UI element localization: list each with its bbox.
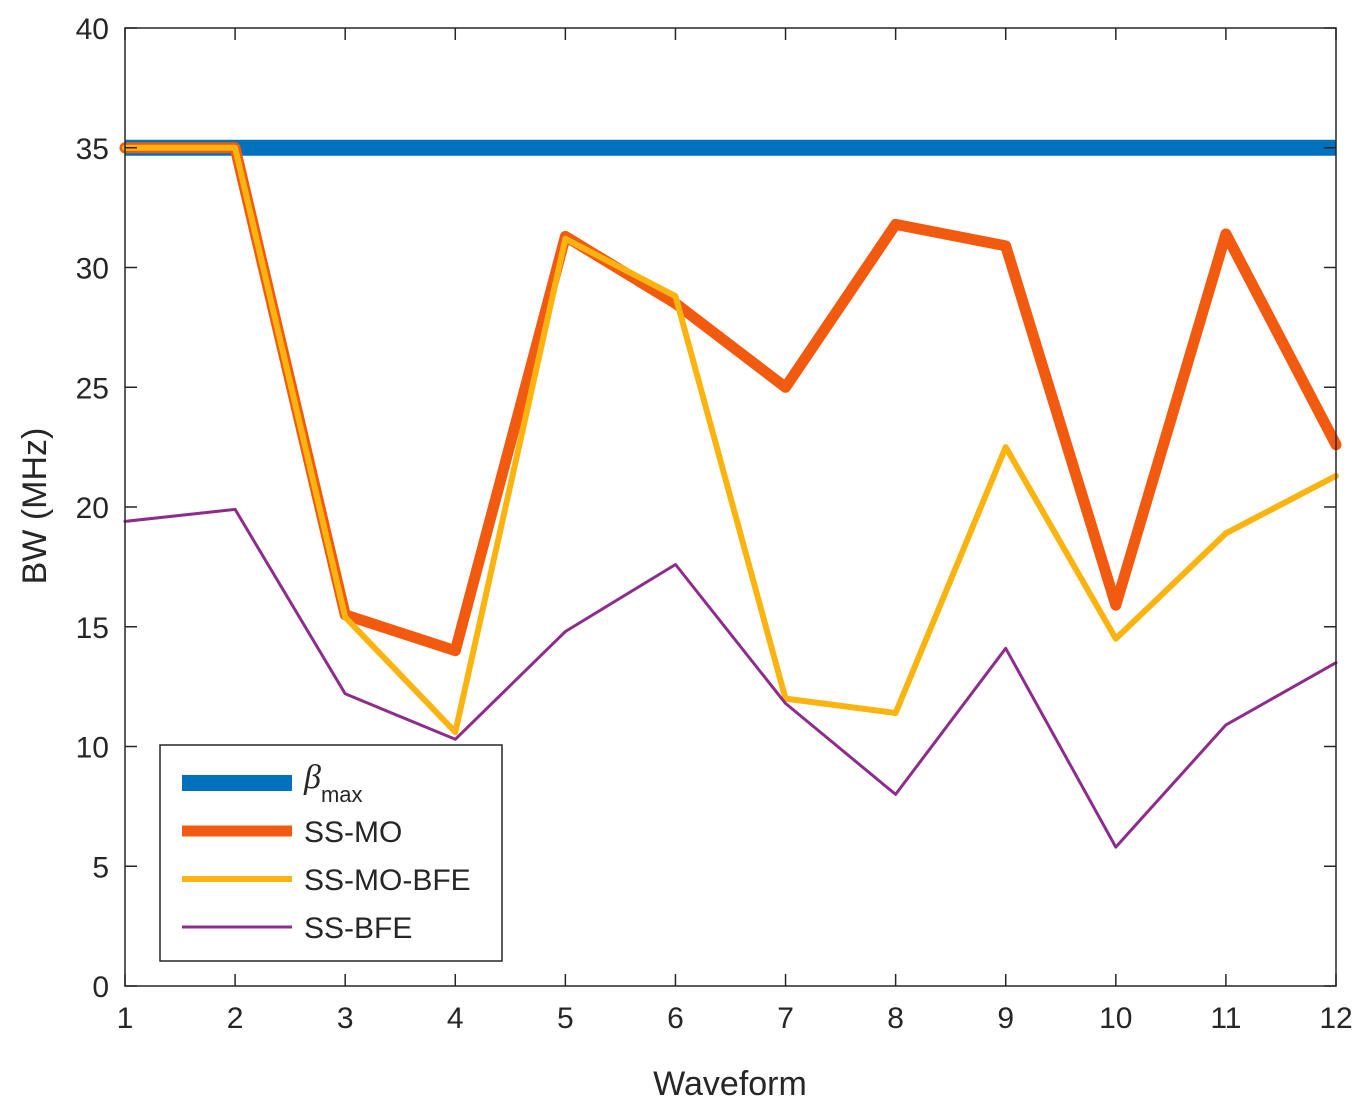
x-tick-label: 5 [557,1002,574,1035]
legend-label-sub: max [321,782,363,807]
series-layer [119,139,1342,849]
y-tick-label: 20 [76,492,109,525]
x-tick-label: 2 [227,1002,244,1035]
legend-label-main: β [303,759,321,796]
y-tick-label: 40 [76,13,109,46]
x-tick-label: 1 [117,1002,134,1035]
series-line-ss-mo-bfe [122,144,1339,736]
y-axis-title: BW (MHz) [16,428,54,585]
y-tick-label: 15 [76,612,109,645]
legend-label: SS-MO-BFE [304,864,471,897]
x-tick-label: 9 [997,1002,1014,1035]
legend-label: SS-MO [304,816,402,849]
x-tick-label: 8 [887,1002,904,1035]
x-tick-label: 6 [667,1002,684,1035]
y-tick-label: 5 [92,851,109,884]
x-axis-title: Waveform [653,1065,807,1103]
x-tick-label: 7 [777,1002,794,1035]
legend-label: SS-BFE [304,912,412,945]
y-tick-label: 30 [76,253,109,286]
y-tick-label: 25 [76,372,109,405]
x-tick-label: 11 [1210,1002,1241,1035]
y-tick-label: 35 [76,133,109,166]
legend-label: βmax [303,759,363,807]
x-tick-label: 3 [337,1002,354,1035]
y-tick-label: 10 [76,732,109,765]
y-tick-label: 0 [92,971,109,1004]
x-tick-label: 10 [1099,1002,1132,1035]
legend: βmax SS-MO SS-MO-BFE SS-BFE [159,744,503,962]
x-tick-label: 12 [1319,1002,1352,1035]
series-line-ss-bfe [123,507,1338,849]
x-tick-label: 4 [447,1002,464,1035]
